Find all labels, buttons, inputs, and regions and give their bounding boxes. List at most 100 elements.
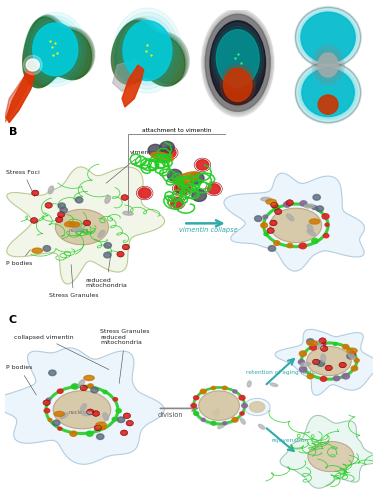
Circle shape (299, 366, 307, 372)
Circle shape (103, 390, 107, 394)
Ellipse shape (81, 404, 86, 411)
Circle shape (58, 212, 64, 217)
Polygon shape (7, 167, 164, 284)
Ellipse shape (261, 198, 271, 201)
Text: P bodies: P bodies (6, 366, 36, 395)
Circle shape (239, 396, 245, 400)
Ellipse shape (69, 222, 80, 227)
Circle shape (320, 376, 326, 382)
Circle shape (75, 197, 83, 203)
Circle shape (81, 386, 87, 390)
Circle shape (86, 431, 93, 436)
Ellipse shape (310, 219, 320, 224)
Circle shape (97, 434, 104, 440)
Ellipse shape (307, 346, 351, 376)
Circle shape (31, 218, 37, 222)
Circle shape (313, 360, 319, 364)
Circle shape (112, 418, 117, 421)
Circle shape (222, 386, 227, 390)
Circle shape (93, 412, 99, 416)
Circle shape (273, 205, 279, 210)
Ellipse shape (259, 424, 265, 429)
Text: Stress Granules: Stress Granules (49, 264, 98, 298)
Circle shape (32, 190, 38, 195)
Circle shape (121, 430, 127, 435)
Circle shape (326, 366, 332, 370)
Circle shape (287, 200, 293, 205)
Text: vimentin collapse: vimentin collapse (179, 227, 237, 233)
Circle shape (211, 386, 216, 390)
Circle shape (284, 202, 291, 207)
Circle shape (323, 234, 329, 238)
Circle shape (123, 244, 129, 250)
Circle shape (333, 376, 340, 380)
Circle shape (194, 412, 199, 416)
Ellipse shape (270, 208, 322, 242)
Text: retention of aging factors: retention of aging factors (246, 370, 321, 374)
Circle shape (313, 194, 320, 200)
Ellipse shape (192, 387, 246, 426)
Circle shape (211, 422, 216, 425)
Circle shape (320, 338, 325, 343)
Circle shape (261, 223, 268, 228)
Ellipse shape (307, 224, 313, 232)
Circle shape (354, 358, 359, 362)
Circle shape (299, 243, 307, 248)
Ellipse shape (307, 340, 317, 345)
Circle shape (46, 203, 52, 207)
Ellipse shape (249, 402, 265, 412)
Circle shape (312, 238, 318, 244)
Circle shape (275, 210, 281, 214)
Ellipse shape (287, 214, 294, 221)
Text: B: B (9, 127, 17, 137)
Ellipse shape (32, 248, 42, 253)
Circle shape (263, 215, 268, 218)
Ellipse shape (316, 341, 323, 348)
Circle shape (268, 228, 274, 233)
Circle shape (57, 389, 63, 394)
Ellipse shape (212, 411, 217, 417)
Circle shape (325, 223, 329, 226)
Ellipse shape (348, 352, 355, 359)
Circle shape (127, 421, 133, 426)
Circle shape (232, 418, 238, 422)
Ellipse shape (48, 186, 54, 194)
Circle shape (88, 384, 93, 388)
Ellipse shape (216, 408, 219, 414)
Ellipse shape (105, 196, 110, 203)
Ellipse shape (308, 442, 354, 472)
Circle shape (70, 431, 77, 436)
Circle shape (351, 366, 358, 371)
Ellipse shape (218, 424, 224, 428)
Circle shape (113, 398, 118, 401)
Ellipse shape (78, 380, 84, 387)
Circle shape (307, 338, 314, 344)
Polygon shape (280, 416, 377, 488)
Circle shape (270, 220, 276, 225)
Circle shape (95, 426, 101, 430)
Circle shape (333, 342, 337, 345)
Ellipse shape (241, 418, 245, 424)
Ellipse shape (123, 212, 133, 215)
Circle shape (44, 400, 49, 405)
Circle shape (316, 206, 323, 212)
Circle shape (254, 216, 262, 222)
Circle shape (264, 232, 268, 235)
Ellipse shape (199, 391, 239, 420)
Circle shape (233, 390, 237, 393)
Text: P bodies: P bodies (6, 250, 33, 266)
Circle shape (310, 345, 317, 350)
Text: C: C (9, 316, 17, 326)
Circle shape (350, 352, 356, 356)
Circle shape (321, 342, 326, 346)
Ellipse shape (244, 398, 270, 415)
Text: collapsed vimentin: collapsed vimentin (14, 335, 109, 370)
Circle shape (347, 354, 354, 359)
Circle shape (299, 351, 307, 356)
Circle shape (46, 398, 51, 402)
Text: reduced
mitochondria: reduced mitochondria (86, 253, 127, 288)
Circle shape (116, 409, 121, 413)
Polygon shape (275, 330, 377, 396)
Ellipse shape (60, 413, 68, 419)
Circle shape (201, 418, 205, 421)
